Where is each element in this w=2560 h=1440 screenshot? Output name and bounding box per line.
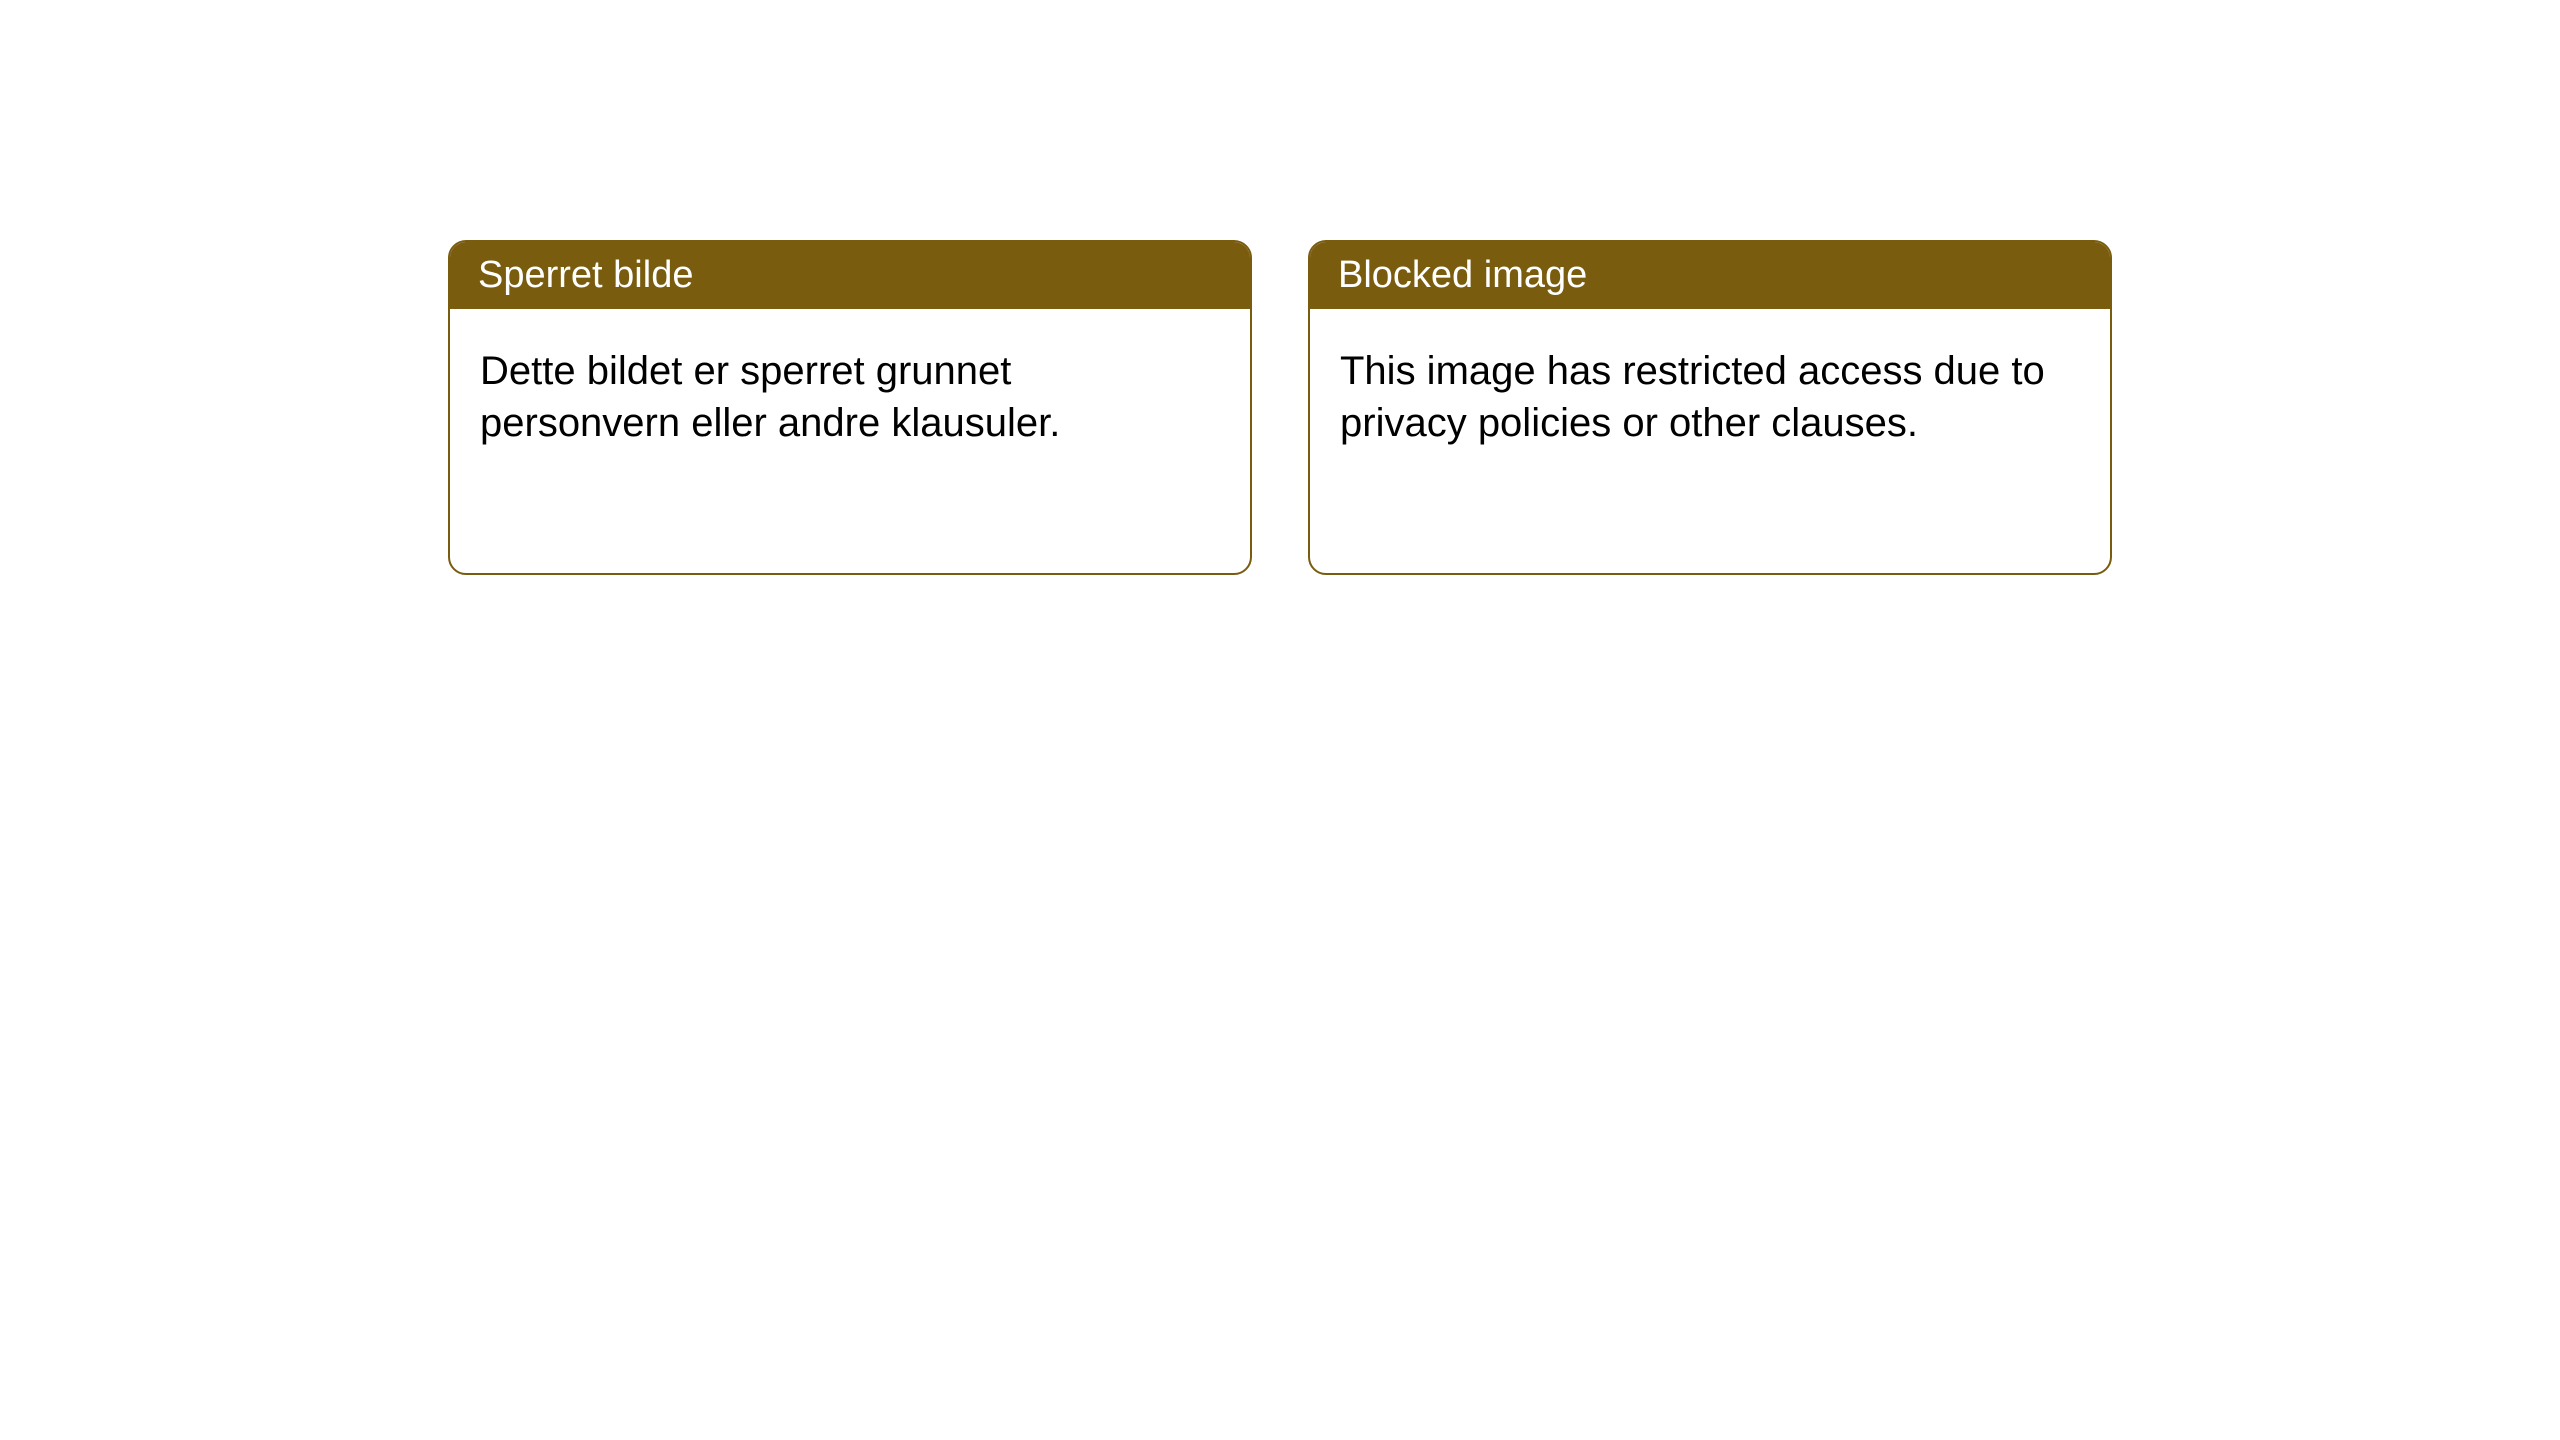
- blocked-image-card-no: Sperret bilde Dette bildet er sperret gr…: [448, 240, 1252, 575]
- blocked-image-card-en: Blocked image This image has restricted …: [1308, 240, 2112, 575]
- notice-container: Sperret bilde Dette bildet er sperret gr…: [0, 0, 2560, 575]
- card-header-no: Sperret bilde: [450, 242, 1250, 309]
- card-body-no: Dette bildet er sperret grunnet personve…: [450, 309, 1250, 485]
- card-body-en: This image has restricted access due to …: [1310, 309, 2110, 485]
- card-header-en: Blocked image: [1310, 242, 2110, 309]
